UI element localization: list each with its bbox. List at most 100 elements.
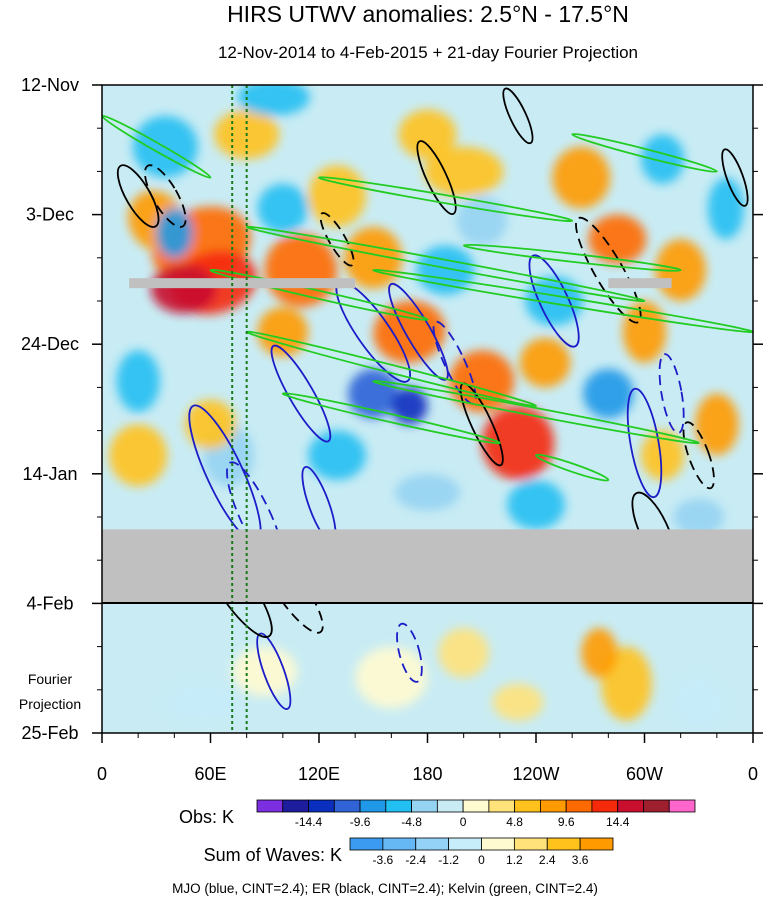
obs-colorbar: -14.4 -9.6 -4.8 0 4.8 9.6 14.4 — [256, 799, 696, 829]
missing-data-band — [102, 529, 753, 604]
waves-colorbar-swatch — [349, 837, 384, 851]
kelvin-contour — [245, 225, 646, 303]
obs-colorbar-level-label: -4.8 — [401, 815, 422, 829]
obs-colorbar-label: Obs: K — [179, 807, 234, 827]
anomaly-cell — [373, 300, 446, 363]
mjo-contour — [626, 387, 663, 499]
waves-colorbar: -3.6 -2.4 -1.2 0 1.2 2.4 3.6 — [349, 837, 614, 867]
anomaly-cell — [416, 245, 475, 295]
projection-label-line2: Projection — [19, 696, 81, 712]
anomaly-field — [102, 85, 753, 733]
anomaly-cell — [456, 196, 508, 246]
er-contour — [721, 148, 749, 207]
waves-colorbar-level-label: 3.6 — [572, 853, 589, 867]
x-tick-label: 180 — [412, 764, 442, 784]
mjo-contour — [528, 254, 580, 348]
projection-label-line1: Fourier — [28, 671, 73, 687]
obs-colorbar-level-label: 9.6 — [558, 815, 575, 829]
projection-cell — [581, 628, 618, 678]
obs-colorbar-swatch — [668, 799, 696, 813]
waves-colorbar-level-label: -3.6 — [373, 853, 394, 867]
waves-colorbar-level-label: 1.2 — [506, 853, 523, 867]
waves-colorbar-swatch — [513, 837, 548, 851]
projection-cell — [438, 628, 489, 678]
projection-cell — [355, 646, 428, 709]
anomaly-cell — [398, 109, 457, 160]
er-contour — [682, 421, 715, 490]
anomaly-cell — [348, 368, 399, 419]
anomaly-cell — [519, 338, 571, 388]
mjo-contour — [270, 344, 332, 443]
er-contour — [116, 164, 160, 228]
anomaly-cell — [308, 430, 367, 480]
anomaly-cell — [423, 146, 504, 197]
er-contour — [575, 216, 642, 324]
y-tick-label: 4-Feb — [26, 593, 73, 613]
waves-colorbar-swatch — [546, 837, 581, 851]
obs-colorbar-level-label: 0 — [460, 815, 467, 829]
obs-colorbar-swatch — [617, 799, 644, 813]
y-tick-label: 3-Dec — [26, 205, 74, 225]
anomaly-cell — [237, 85, 310, 116]
y-tick-label: 12-Nov — [21, 75, 79, 95]
er-contour — [502, 87, 534, 145]
anomaly-cell — [673, 498, 725, 536]
obs-colorbar-swatch — [308, 799, 335, 813]
kelvin-contour — [209, 268, 429, 321]
anomaly-cell — [391, 387, 428, 425]
anomaly-cell — [449, 350, 515, 413]
obs-colorbar-swatch — [385, 799, 412, 813]
obs-colorbar-swatch — [565, 799, 593, 813]
obs-colorbar-swatch — [462, 799, 490, 813]
anomaly-cell — [257, 307, 309, 357]
waves-colorbar-level-label: -1.2 — [438, 853, 459, 867]
mjo-contour — [432, 320, 477, 405]
obs-colorbar-swatch — [436, 799, 464, 813]
x-tick-label: 60W — [626, 764, 663, 784]
anomaly-cell — [257, 183, 309, 234]
anomaly-cell — [640, 430, 685, 480]
er-contour — [144, 164, 187, 228]
anomaly-cell — [116, 350, 160, 413]
waves-colorbar-swatch — [415, 837, 450, 851]
obs-colorbar-swatch — [411, 799, 438, 813]
er-contour — [319, 212, 355, 267]
waves-colorbar-swatch — [579, 837, 614, 851]
kelvin-contour — [372, 380, 700, 445]
anomaly-cell — [264, 233, 338, 308]
obs-colorbar-swatch — [540, 799, 567, 813]
anomaly-cell — [552, 146, 611, 209]
y-tick-label: 25-Feb — [21, 723, 78, 743]
obs-colorbar-level-label: 4.8 — [506, 815, 523, 829]
anomaly-cell — [695, 393, 739, 456]
waves-colorbar-level-label: -2.4 — [405, 853, 426, 867]
waves-colorbar-swatch — [382, 837, 417, 851]
obs-colorbar-swatch — [591, 799, 619, 813]
anomaly-cell — [109, 424, 168, 487]
anomaly-cell — [481, 405, 555, 480]
kelvin-contour — [535, 453, 610, 482]
anomaly-cell — [308, 165, 367, 227]
obs-colorbar-swatch — [359, 799, 387, 813]
anomaly-cell — [707, 177, 744, 240]
x-tick-label: 120E — [298, 764, 340, 784]
waves-colorbar-level-label: 0 — [478, 853, 485, 867]
obs-colorbar-swatch — [256, 799, 284, 813]
obs-colorbar-level-label: -9.6 — [350, 815, 371, 829]
obs-colorbar-swatch — [643, 799, 670, 813]
anomaly-cell — [583, 368, 634, 419]
anomaly-cell — [156, 208, 193, 258]
x-tick-label: 60E — [194, 764, 226, 784]
chart-subtitle: 12-Nov-2014 to 4-Feb-2015 + 21-day Fouri… — [218, 43, 638, 62]
chart-title: HIRS UTWV anomalies: 2.5°N - 17.5°N — [227, 1, 629, 27]
x-tick-label: 120W — [512, 764, 559, 784]
mjo-contour — [658, 353, 685, 434]
y-tick-label: 14-Jan — [22, 464, 77, 484]
anomaly-cell — [640, 134, 685, 184]
contour-legend-footer: MJO (blue, CINT=2.4); ER (black, CINT=2.… — [172, 881, 598, 896]
anomaly-cell — [150, 263, 216, 314]
missing-data-strip — [608, 278, 672, 289]
obs-colorbar-swatch — [333, 799, 361, 813]
mjo-contour — [396, 622, 423, 683]
